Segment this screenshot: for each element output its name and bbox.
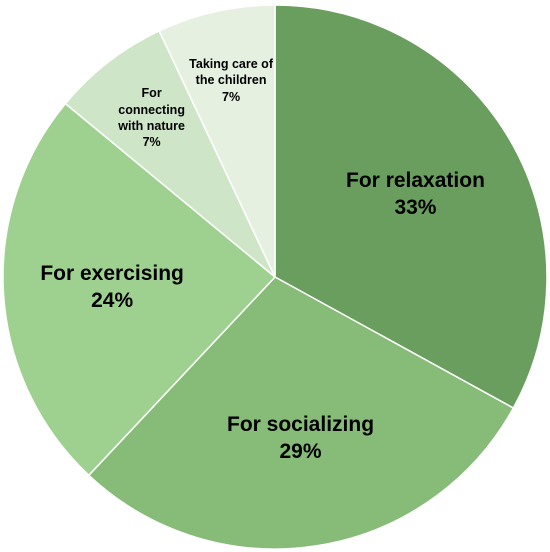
value-label: 29% xyxy=(279,440,322,464)
pie-slice xyxy=(158,4,276,278)
slice-label: For connecting with nature 7% xyxy=(102,73,202,163)
slice-label: For exercising 24% xyxy=(22,247,202,327)
value-label: 24% xyxy=(91,289,134,313)
category-label: For socializing xyxy=(227,412,375,436)
slice-label: For relaxation 33% xyxy=(325,154,505,234)
slice-label-box: For relaxation 33% xyxy=(325,154,505,234)
slice-label: For socializing 29% xyxy=(211,398,391,478)
slice-label-box: Taking care of the children 7% xyxy=(181,36,281,126)
category-label: For exercising xyxy=(40,261,184,285)
pie-slice xyxy=(64,29,276,278)
pie-slice xyxy=(274,4,548,410)
slice-label-box: For exercising 24% xyxy=(22,247,202,327)
pie-slice xyxy=(87,276,515,550)
value-label: 7% xyxy=(142,135,161,150)
pie-slice xyxy=(2,102,277,477)
slice-label-box: For connecting with nature 7% xyxy=(102,73,202,163)
value-label: 33% xyxy=(394,195,437,219)
category-label: For connecting with nature xyxy=(118,86,185,133)
slice-label-box: For socializing 29% xyxy=(211,398,391,478)
category-label: For relaxation xyxy=(346,168,485,192)
category-label: Taking care of the children xyxy=(189,57,273,88)
value-label: 7% xyxy=(222,89,241,104)
